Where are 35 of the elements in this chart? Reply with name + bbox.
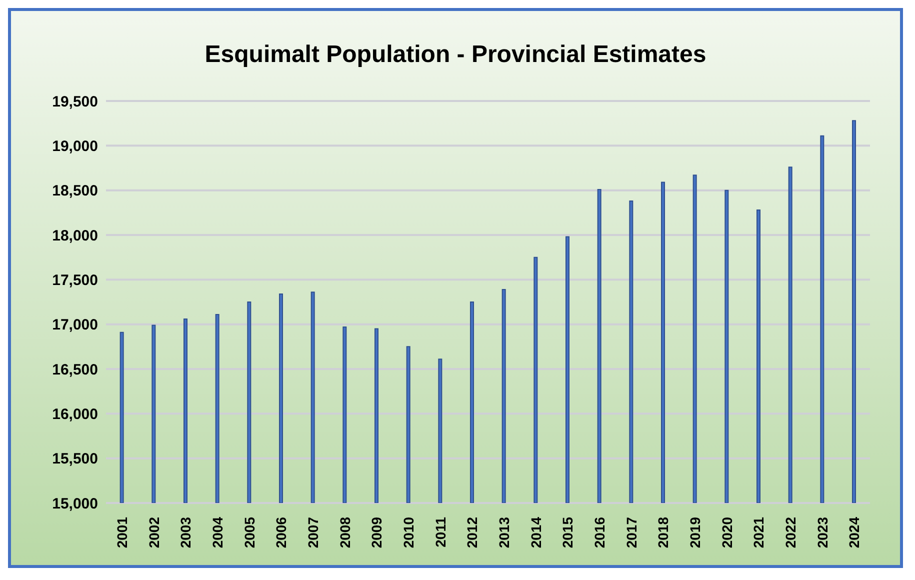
x-tick-label: 2002 [146,516,162,548]
x-tick-label: 2009 [368,516,385,548]
x-tick-label: 2016 [591,516,608,548]
x-tick-label: 2005 [241,516,258,548]
x-tick-label: 2020 [718,516,735,548]
y-tick-label: 19,000 [52,138,98,155]
x-tick-label: 2013 [496,516,512,548]
x-tick-label: 2021 [750,516,767,548]
y-tick-label: 19,500 [52,93,98,110]
y-tick-label: 15,500 [52,450,98,468]
x-tick-label: 2012 [464,516,480,548]
x-tick-label: 2008 [336,516,353,548]
x-tick-label: 2022 [782,516,798,548]
x-tick-label: 2019 [686,516,703,548]
x-tick-label: 2003 [178,516,194,548]
y-tick-label: 16,500 [52,361,98,378]
chart-title: Esquimalt Population - Provincial Estimates [204,40,708,70]
x-tick-label: 2023 [814,516,830,548]
x-tick-label: 2015 [560,516,576,548]
y-tick-label: 18,500 [52,182,98,200]
y-tick-label: 17,500 [52,272,98,289]
x-tick-label: 2001 [114,516,130,548]
y-tick-label: 15,000 [52,495,98,512]
y-tick-label: 16,000 [52,406,98,423]
x-tick-label: 2018 [655,516,672,548]
x-tick-label: 2024 [846,516,862,548]
x-tick-label: 2014 [528,516,544,548]
x-tick-label: 2010 [400,516,416,548]
y-tick-label: 18,000 [52,227,98,244]
x-tick-label: 2011 [432,516,448,548]
x-tick-label: 2017 [623,516,640,548]
x-tick-label: 2004 [209,516,226,548]
y-tick-label: 17,000 [52,316,98,334]
x-tick-label: 2006 [273,516,290,548]
x-tick-label: 2007 [304,516,321,548]
